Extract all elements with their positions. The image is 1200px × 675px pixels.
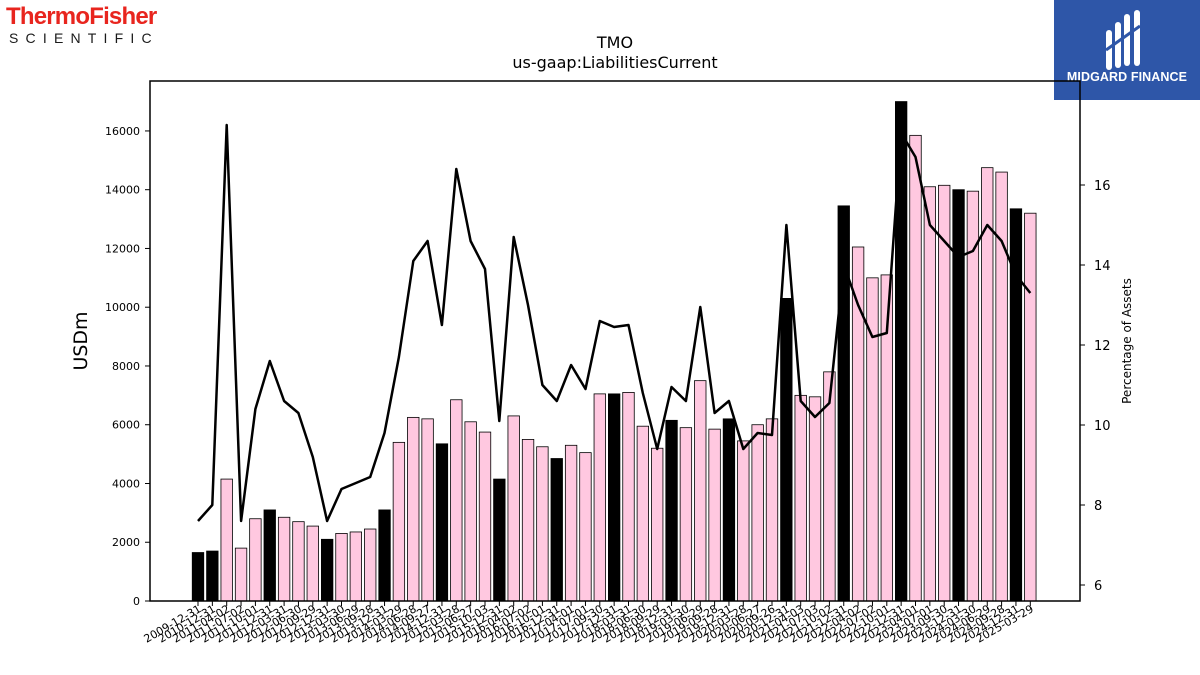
bar: [378, 509, 391, 602]
y-tick-label: 0: [133, 595, 140, 608]
chart-subtitle: us-gaap:LiabilitiesCurrent: [512, 53, 717, 72]
y-tick-label: 4000: [112, 477, 140, 490]
bar: [808, 396, 822, 602]
line-series: [197, 123, 1032, 523]
y2-tick-label: 16: [1094, 179, 1111, 194]
bar: [550, 458, 563, 602]
bar: [851, 246, 865, 602]
logo-name-text: MIDGARD FINANCE: [1066, 70, 1188, 84]
y2-tick-label: 12: [1094, 339, 1111, 354]
bar: [794, 394, 807, 602]
percentage-line: [197, 123, 1032, 523]
bar: [320, 538, 334, 602]
y-tick-label: 12000: [105, 242, 140, 255]
y2-tick-label: 10: [1094, 419, 1111, 434]
y2-tick-label: 6: [1094, 579, 1102, 594]
bar: [364, 528, 377, 602]
y2-tick-label: 14: [1094, 259, 1111, 274]
bar: [263, 509, 276, 602]
bar: [909, 134, 922, 602]
bar: [435, 443, 449, 602]
y2-axis: 6 8 10 12 14 16: [1080, 179, 1111, 594]
bar: [507, 415, 520, 602]
y-tick-label: 16000: [105, 125, 140, 138]
bar: [608, 393, 621, 602]
y-tick-label: 14000: [105, 184, 140, 197]
bar: [679, 427, 693, 602]
y-tick-label: 10000: [105, 301, 140, 314]
bar: [651, 447, 664, 602]
bar: [277, 516, 291, 602]
bar: [220, 478, 233, 602]
bar: [464, 421, 477, 602]
y2-axis-label: Percentage of Assets: [1120, 278, 1134, 404]
bar: [579, 452, 592, 602]
midgard-emblem-icon: [1105, 10, 1141, 70]
bar: [622, 392, 635, 602]
bar: [593, 393, 606, 602]
bar: [765, 418, 779, 602]
midgard-finance-logo: MIDGARD FINANCE: [1054, 0, 1200, 100]
y-axis: 0 2000 4000 6000 8000 10000 12000 14000 16000: [105, 125, 150, 608]
bar: [665, 419, 678, 602]
plot-frame: [149, 80, 1081, 602]
y2-tick-label: 8: [1094, 499, 1102, 514]
bar: [722, 418, 736, 602]
bar: [478, 431, 492, 602]
bar: [536, 446, 549, 602]
logo-sub-text: SCIENTIFIC: [9, 30, 159, 46]
bar: [708, 428, 721, 602]
bar: [306, 525, 319, 602]
y-axis-label: USDm: [70, 311, 92, 370]
x-axis: 2009-12-312010-12-312011-04-022011-07-02…: [142, 601, 1036, 646]
bar: [421, 418, 434, 602]
bar: [1024, 212, 1037, 602]
logo-brand-text: ThermoFisher: [6, 3, 157, 30]
bar: [923, 186, 936, 602]
bar: [234, 547, 248, 602]
bar: [335, 533, 348, 602]
bar: [206, 550, 219, 602]
bar: [780, 298, 793, 602]
bar: [493, 478, 506, 602]
bar: [292, 521, 305, 602]
bar: [564, 444, 578, 602]
bar: [521, 439, 535, 602]
bar: [694, 380, 707, 602]
bar: [751, 424, 764, 602]
bar: [737, 440, 750, 602]
thermo-fisher-logo: ThermoFisher SCIENTIFIC: [6, 3, 181, 47]
bar: [349, 531, 363, 602]
bar: [450, 399, 463, 602]
bar: [938, 184, 951, 602]
y-tick-label: 8000: [112, 360, 140, 373]
chart-title: TMO: [596, 33, 633, 52]
y-tick-label: 6000: [112, 419, 140, 432]
bar: [191, 552, 205, 602]
bar: [636, 425, 649, 602]
bar-series: [191, 101, 1037, 602]
y-tick-label: 2000: [112, 536, 140, 549]
bar: [249, 518, 262, 602]
bar: [392, 441, 406, 602]
bar: [407, 416, 420, 602]
